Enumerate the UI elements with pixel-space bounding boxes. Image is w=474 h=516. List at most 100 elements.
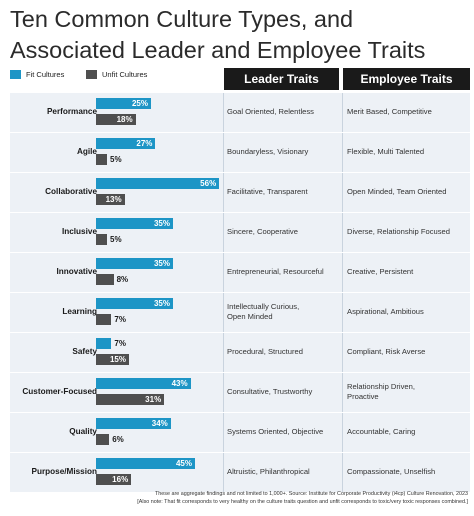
unfit-bar: 31% xyxy=(96,394,165,406)
unfit-bar: 18% xyxy=(96,114,136,126)
unfit-value-label: 5% xyxy=(110,155,122,165)
unfit-value-label: 16% xyxy=(112,475,129,485)
column-divider xyxy=(223,253,224,292)
column-divider xyxy=(223,333,224,372)
unfit-value-label: 18% xyxy=(116,115,133,125)
column-divider xyxy=(223,413,224,452)
unfit-value-label: 8% xyxy=(116,275,129,285)
employee-trait-line: Diverse, Relationship Focused xyxy=(347,227,450,236)
category-label: Agile xyxy=(76,147,97,157)
column-divider xyxy=(342,253,343,292)
row-collaborative: Collaborative 56% 13% Facilitative, Transpa… xyxy=(10,173,470,212)
column-divider xyxy=(223,293,224,332)
unfit-bar: 15% xyxy=(96,354,129,366)
row-quality: Quality 34% 6% Systems Oriented, Objective A… xyxy=(10,413,470,452)
unfit-bar xyxy=(96,234,107,246)
leader-trait-line: Procedural, Structured xyxy=(227,347,303,356)
column-divider xyxy=(342,453,343,492)
employee-trait-line: Proactive xyxy=(347,392,379,402)
leader-trait-line: Consultative, Trustworthy xyxy=(227,387,313,396)
category-label: Purpose/Mission xyxy=(31,467,97,477)
fit-bar: 27% xyxy=(96,138,156,150)
leader-trait-line: Intellectually Curious, xyxy=(227,301,300,311)
column-divider xyxy=(342,373,343,412)
category-label: Learning xyxy=(62,307,97,317)
unfit-value-label: 7% xyxy=(114,315,126,325)
column-divider xyxy=(342,173,343,212)
fit-bar: 35% xyxy=(96,218,173,230)
category-label: Performance xyxy=(46,107,97,117)
column-divider xyxy=(342,293,343,332)
fit-bar: 45% xyxy=(96,458,195,470)
employee-traits: Aspirational, Ambitious xyxy=(347,307,424,318)
leader-traits: Entrepreneurial, Resourceful xyxy=(227,267,324,278)
unfit-bar xyxy=(96,154,107,166)
leader-traits: Sincere, Cooperative xyxy=(227,227,298,238)
row-customer-focused: Customer-Focused 43% 31% Consultative, Trus… xyxy=(10,373,470,412)
column-divider xyxy=(223,453,224,492)
row-safety: Safety 7% 15% Procedural, Structured Complia… xyxy=(10,333,470,372)
leader-traits: Intellectually Curious, Open Minded xyxy=(227,302,299,323)
column-divider xyxy=(223,173,224,212)
leader-trait-line: Open Minded xyxy=(227,312,273,322)
employee-traits: Open Minded, Team Oriented xyxy=(347,187,446,198)
column-divider xyxy=(223,373,224,412)
employee-trait-line: Relationship Driven, xyxy=(347,381,415,391)
employee-traits: Accountable, Caring xyxy=(347,427,415,438)
category-label: Customer-Focused xyxy=(22,387,97,397)
legend-unfit: Unfit Cultures xyxy=(86,70,147,79)
fit-value-label: 34% xyxy=(151,419,168,429)
column-divider xyxy=(342,413,343,452)
title-line-2: Associated Leader and Employee Traits xyxy=(10,37,426,63)
fit-value-label: 45% xyxy=(175,459,192,469)
fit-bar: 25% xyxy=(96,98,151,110)
legend-unfit-label: Unfit Cultures xyxy=(102,70,148,79)
leader-traits: Altruistic, Philanthropical xyxy=(227,467,310,478)
category-label: Innovative xyxy=(56,267,98,277)
unfit-bar: 16% xyxy=(96,474,132,486)
legend-fit-swatch xyxy=(10,70,21,79)
legend-unfit-swatch xyxy=(86,70,97,79)
employee-traits: Compliant, Risk Averse xyxy=(347,347,425,358)
fit-bar: 43% xyxy=(96,378,191,390)
leader-trait-line: Entrepreneurial, Resourceful xyxy=(227,267,324,276)
column-divider xyxy=(342,333,343,372)
chart-title: Ten Common Culture Types, and Associated… xyxy=(10,4,470,66)
leader-trait-line: Sincere, Cooperative xyxy=(227,227,298,236)
category-label: Inclusive xyxy=(61,227,97,237)
employee-trait-line: Accountable, Caring xyxy=(347,427,416,436)
column-divider xyxy=(223,213,224,252)
fit-value-label: 25% xyxy=(131,99,148,109)
column-divider xyxy=(342,133,343,172)
leader-trait-line: Systems Oriented, Objective xyxy=(227,427,324,436)
employee-traits: Creative, Persistent xyxy=(347,267,413,278)
employee-traits: Diverse, Relationship Focused xyxy=(347,227,450,238)
column-divider xyxy=(223,133,224,172)
footnote-note: [Also note: That fit corresponds to very… xyxy=(137,499,468,505)
fit-bar: 35% xyxy=(96,258,173,270)
leader-traits: Procedural, Structured xyxy=(227,347,303,358)
leader-traits: Consultative, Trustworthy xyxy=(227,387,312,398)
unfit-value-label: 5% xyxy=(110,235,122,245)
employee-traits-header: Employee Traits xyxy=(343,68,470,90)
leader-trait-line: Facilitative, Transparent xyxy=(227,187,308,196)
employee-trait-line: Compliant, Risk Averse xyxy=(347,347,426,356)
leader-trait-line: Altruistic, Philanthropical xyxy=(227,467,310,476)
fit-bar: 34% xyxy=(96,418,171,430)
unfit-bar xyxy=(96,314,112,326)
fit-bar: 56% xyxy=(96,178,220,190)
leader-traits: Goal Oriented, Relentless xyxy=(227,107,314,118)
footnote-source: These are aggregate findings and not lim… xyxy=(155,491,468,497)
fit-value-label: 27% xyxy=(136,139,153,149)
legend-fit: Fit Cultures xyxy=(10,70,64,79)
row-purpose-mission: Purpose/Mission 45% 16% Altruistic, Philant… xyxy=(10,453,470,492)
fit-value-label: 43% xyxy=(171,379,188,389)
employee-traits: Compassionate, Unselfish xyxy=(347,467,435,478)
leader-trait-line: Boundaryless, Visionary xyxy=(227,147,309,156)
employee-traits: Flexible, Multi Talented xyxy=(347,147,424,158)
row-inclusive: Inclusive 35% 5% Sincere, Cooperative Divers… xyxy=(10,213,470,252)
category-label: Collaborative xyxy=(45,187,97,197)
title-line-1: Ten Common Culture Types, and xyxy=(10,6,354,32)
fit-value-label: 56% xyxy=(200,179,217,189)
unfit-bar xyxy=(96,434,110,446)
